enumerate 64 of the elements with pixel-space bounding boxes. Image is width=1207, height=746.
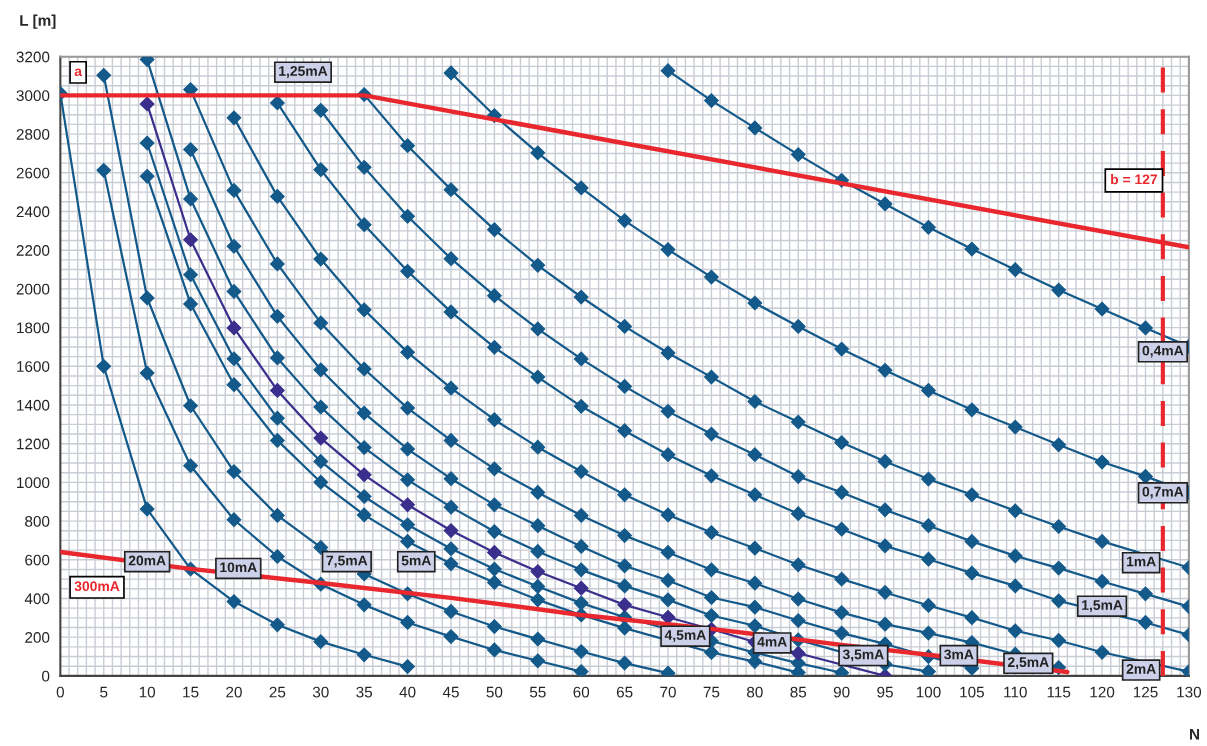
y-tick-label: 600 [25,554,50,566]
y-tick-label: 3200 [16,51,50,63]
y-tick-label: 1400 [17,399,50,411]
y-tick-label: 400 [24,593,50,605]
x-tick-label: 120 [1090,686,1115,698]
x-tick-label: 95 [877,686,893,698]
x-tick-label: 75 [703,686,720,698]
y-tick-label: 800 [25,515,50,527]
x-tick-label: 70 [660,686,676,698]
x-tick-label: 110 [1004,686,1027,698]
annotation: 10mA [220,562,257,573]
annotation: 1,5mA [1082,600,1123,612]
x-tick-label: 15 [183,686,199,698]
x-tick-label: 130 [1177,686,1202,698]
x-tick-label: 115 [1047,686,1071,698]
y-tick-label: 1000 [17,477,50,489]
x-tick-label: 0 [56,686,64,698]
annotation: 20mA [128,555,166,566]
x-tick-label: 60 [573,686,590,698]
y-axis-title: L [m] [20,14,56,29]
y-tick-label: 1200 [17,438,50,450]
x-tick-label: 45 [442,686,459,698]
y-tick-label: 2400 [16,206,50,218]
x-tick-label: 35 [356,686,373,698]
x-tick-label: 50 [486,686,503,698]
x-tick-label: 40 [399,686,416,698]
x-tick-label: 25 [269,686,286,698]
x-tick-label: 10 [139,686,156,698]
x-tick-label: 65 [616,686,633,698]
x-tick-label: 90 [833,686,850,698]
x-tick-label: 100 [916,686,941,698]
y-tick-label: 200 [25,632,50,643]
x-tick-label: 125 [1133,686,1158,698]
series-label: a [74,68,83,77]
y-tick-label: 2600 [16,167,50,179]
annotation: 0,4mA [1142,345,1184,358]
x-tick-label: 85 [790,686,807,698]
y-tick-label: 2000 [16,283,50,295]
annotation: 0,7mA [1142,486,1184,499]
annotation: 3,5mA [842,649,884,662]
y-tick-label: 1600 [17,361,50,372]
y-tick-label: 1800 [17,322,50,334]
y-tick-label: 2200 [16,245,50,256]
y-tick-label: 3000 [16,90,50,102]
y-tick-label: 2800 [16,128,50,140]
x-tick-label: 105 [960,686,984,698]
annotation: 1,25mA [279,66,328,78]
y-tick-label: 0 [42,670,50,682]
annotation: 5mA [401,555,431,566]
annotation: 2,5mA [1007,657,1049,670]
annotation: 1mA [1126,556,1156,567]
x-axis-title: N [1190,729,1200,740]
ref-line-label: b = 127 [1111,174,1158,185]
series-label: 300mA [74,581,120,592]
x-tick-label: 30 [312,686,329,698]
x-tick-label: 5 [100,686,108,698]
x-tick-label: 20 [226,686,242,698]
annotation: 7,5mA [326,555,368,568]
annotation: 4mA [757,637,787,647]
x-tick-label: 55 [529,686,546,698]
x-tick-label: 80 [747,686,763,698]
annotation: 2mA [1126,663,1156,674]
annotation: 3mA [944,649,974,660]
annotation: 4,5mA [664,630,706,642]
